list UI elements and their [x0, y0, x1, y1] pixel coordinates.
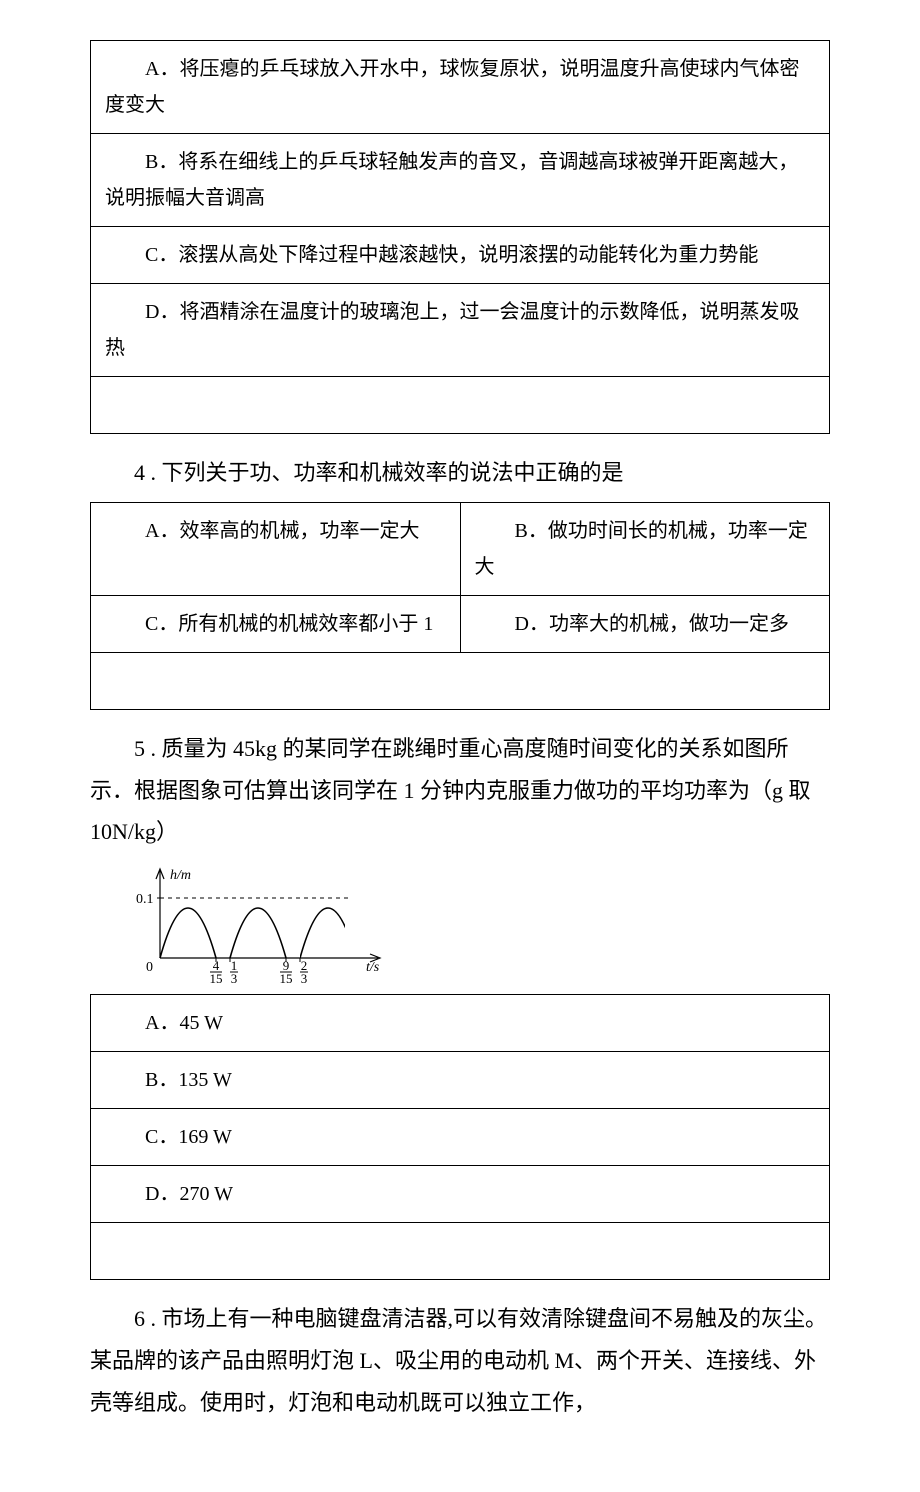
chart-origin: 0 [146, 960, 153, 975]
q4-empty-row [91, 652, 830, 709]
chart-y-tick: 0.1 [136, 892, 154, 907]
q3-option-d[interactable]: D．将酒精涂在温度计的玻璃泡上，过一会温度计的示数降低，说明蒸发吸热 [91, 284, 830, 377]
q5-option-d[interactable]: D．270 W [91, 1166, 830, 1223]
q5-empty-row [91, 1223, 830, 1280]
q5-chart-svg: h/m 0.1 0 t/s 4 15 1 3 9 15 2 3 [130, 863, 390, 983]
xtick-2-den: 15 [280, 971, 293, 983]
q3-option-a[interactable]: A．将压瘪的乒乓球放入开水中，球恢复原状，说明温度升高使球内气体密度变大 [91, 41, 830, 134]
q4-option-a[interactable]: A．效率高的机械，功率一定大 [91, 502, 461, 595]
q4-options-table: A．效率高的机械，功率一定大 B．做功时间长的机械，功率一定大 C．所有机械的机… [90, 502, 830, 710]
q3-option-b[interactable]: B．将系在细线上的乒乓球轻触发声的音叉，音调越高球被弹开距离越大，说明振幅大音调… [91, 134, 830, 227]
q4-option-b[interactable]: B．做功时间长的机械，功率一定大 [460, 502, 830, 595]
xtick-1-den: 3 [231, 971, 238, 983]
q3-option-c[interactable]: C．滚摆从高处下降过程中越滚越快，说明滚摆的动能转化为重力势能 [91, 227, 830, 284]
q3-empty-row [91, 377, 830, 434]
q4-option-c[interactable]: C．所有机械的机械效率都小于 1 [91, 595, 461, 652]
q3-options-table: A．将压瘪的乒乓球放入开水中，球恢复原状，说明温度升高使球内气体密度变大 B．将… [90, 40, 830, 434]
q5-option-b[interactable]: B．135 W [91, 1052, 830, 1109]
q5-option-a[interactable]: A．45 W [91, 995, 830, 1052]
q5-chart: h/m 0.1 0 t/s 4 15 1 3 9 15 2 3 [130, 863, 830, 988]
q5-options-table: A．45 W B．135 W C．169 W D．270 W [90, 994, 830, 1280]
xtick-3-den: 3 [301, 971, 308, 983]
xtick-0-den: 15 [210, 971, 223, 983]
q5-stem: 5 . 质量为 45kg 的某同学在跳绳时重心高度随时间变化的关系如图所示．根据… [90, 728, 830, 853]
chart-x-label: t/s [366, 960, 380, 975]
q4-stem: 4 . 下列关于功、功率和机械效率的说法中正确的是 [90, 452, 830, 494]
q5-option-c[interactable]: C．169 W [91, 1109, 830, 1166]
q4-option-d[interactable]: D．功率大的机械，做功一定多 [460, 595, 830, 652]
q6-stem: 6 . 市场上有一种电脑键盘清洁器,可以有效清除键盘间不易触及的灰尘。某品牌的该… [90, 1298, 830, 1423]
chart-y-label: h/m [170, 868, 191, 883]
